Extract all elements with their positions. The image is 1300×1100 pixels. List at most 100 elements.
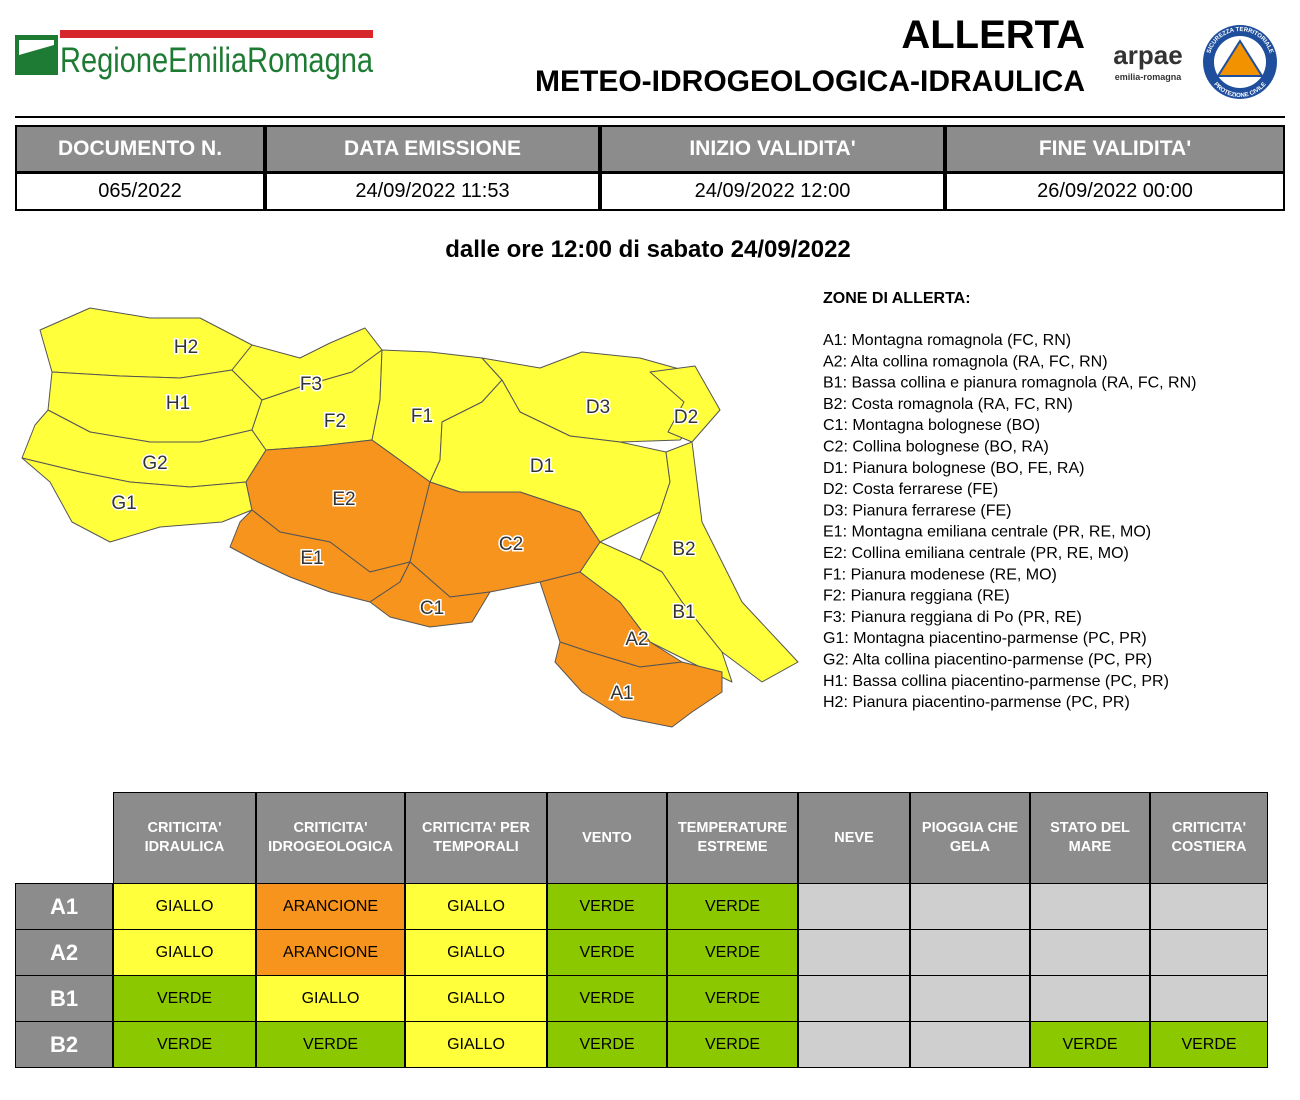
alert-cell: GIALLO bbox=[405, 975, 547, 1022]
info-header: INIZIO VALIDITA' bbox=[600, 125, 945, 173]
alert-cell bbox=[1150, 975, 1268, 1022]
row-header: A2 bbox=[15, 929, 113, 976]
table-header: CRITICITA' PER TEMPORALI bbox=[405, 792, 547, 884]
legend-item: E2: Collina emiliana centrale (PR, RE, M… bbox=[823, 545, 1129, 562]
map-zone-label: A2 bbox=[625, 629, 648, 650]
alert-cell: VERDE bbox=[667, 975, 798, 1022]
legend-item: A1: Montagna romagnola (FC, RN) bbox=[823, 332, 1071, 349]
alert-cell: VERDE bbox=[667, 1021, 798, 1068]
seal-triangle bbox=[1216, 39, 1264, 77]
legend-item: G1: Montagna piacentino-parmense (PC, PR… bbox=[823, 630, 1147, 647]
info-value: 065/2022 bbox=[15, 172, 265, 211]
legend-item: H1: Bassa collina piacentino-parmense (P… bbox=[823, 673, 1169, 690]
alert-cell: GIALLO bbox=[405, 1021, 547, 1068]
table-header: NEVE bbox=[798, 792, 910, 884]
row-header: A1 bbox=[15, 883, 113, 930]
alert-cell: GIALLO bbox=[256, 975, 405, 1022]
legend-item: D3: Pianura ferrarese (FE) bbox=[823, 502, 1012, 519]
legend-item: D1: Pianura bolognese (BO, FE, RA) bbox=[823, 460, 1084, 477]
subheading: dalle ore 12:00 di sabato 24/09/2022 bbox=[445, 236, 851, 263]
alert-cell bbox=[1030, 975, 1150, 1022]
legend-item: B1: Bassa collina e pianura romagnola (R… bbox=[823, 375, 1197, 392]
alert-cell: VERDE bbox=[667, 883, 798, 930]
info-value: 24/09/2022 12:00 bbox=[600, 172, 945, 211]
arpae-sub: emilia-romagna bbox=[1115, 72, 1183, 82]
map-zone-label: F2 bbox=[324, 411, 346, 432]
map-zone-label: C2 bbox=[499, 534, 523, 555]
alert-cell bbox=[910, 883, 1030, 930]
alert-cell bbox=[910, 975, 1030, 1022]
legend-item: C1: Montagna bolognese (BO) bbox=[823, 417, 1040, 434]
alert-cell: VERDE bbox=[547, 975, 667, 1022]
info-header: DOCUMENTO N. bbox=[15, 125, 265, 173]
logo-text: RegioneEmiliaRomagna bbox=[60, 41, 373, 80]
map-zone bbox=[39, 307, 253, 379]
map-zone bbox=[21, 457, 253, 543]
table-header: STATO DEL MARE bbox=[1030, 792, 1150, 884]
logo-bar bbox=[60, 30, 373, 38]
map-zone-label: A1 bbox=[610, 683, 633, 704]
map-zone-label: H2 bbox=[174, 337, 198, 358]
alert-cell bbox=[798, 1021, 910, 1068]
legend-item: B2: Costa romagnola (RA, FC, RN) bbox=[823, 396, 1073, 413]
map-zone bbox=[369, 561, 491, 628]
legend-item: F1: Pianura modenese (RE, MO) bbox=[823, 566, 1057, 583]
map-zone-label: C1 bbox=[420, 598, 444, 619]
legend-item: G2: Alta collina piacentino-parmense (PC… bbox=[823, 652, 1152, 669]
table-header: CRITICITA' COSTIERA bbox=[1150, 792, 1268, 884]
alert-cell bbox=[910, 1021, 1030, 1068]
map-zone-label: E1 bbox=[300, 548, 323, 569]
info-header: FINE VALIDITA' bbox=[945, 125, 1285, 173]
alert-cell: VERDE bbox=[547, 929, 667, 976]
alert-cell: VERDE bbox=[113, 1021, 256, 1068]
alert-cell: GIALLO bbox=[113, 929, 256, 976]
alert-cell: VERDE bbox=[547, 1021, 667, 1068]
info-value: 26/09/2022 00:00 bbox=[945, 172, 1285, 211]
info-value: 24/09/2022 11:53 bbox=[265, 172, 600, 211]
map-zone-label: F1 bbox=[411, 406, 433, 427]
alert-cell: ARANCIONE bbox=[256, 929, 405, 976]
map-zone-label: B2 bbox=[672, 539, 695, 560]
alert-cell: GIALLO bbox=[113, 883, 256, 930]
legend-item: E1: Montagna emiliana centrale (PR, RE, … bbox=[823, 524, 1151, 541]
alert-cell bbox=[1150, 883, 1268, 930]
legend-item: A2: Alta collina romagnola (RA, FC, RN) bbox=[823, 353, 1108, 370]
alert-cell: VERDE bbox=[256, 1021, 405, 1068]
logo-mark-fold bbox=[19, 45, 54, 70]
alert-cell: GIALLO bbox=[405, 883, 547, 930]
legend-item: F2: Pianura reggiana (RE) bbox=[823, 588, 1010, 605]
map-zone-label: F3 bbox=[300, 374, 322, 395]
alert-cell bbox=[910, 929, 1030, 976]
legend-item: F3: Pianura reggiana di Po (PR, RE) bbox=[823, 609, 1082, 626]
alert-cell bbox=[798, 883, 910, 930]
map-zone-label: D3 bbox=[586, 397, 610, 418]
alert-cell bbox=[798, 929, 910, 976]
alert-cell: VERDE bbox=[547, 883, 667, 930]
info-header: DATA EMISSIONE bbox=[265, 125, 600, 173]
legend-item: H2: Pianura piacentino-parmense (PC, PR) bbox=[823, 694, 1130, 711]
row-header: B2 bbox=[15, 1021, 113, 1068]
table-header: CRITICITA' IDRAULICA bbox=[113, 792, 256, 884]
row-header: B1 bbox=[15, 975, 113, 1022]
alert-cell: VERDE bbox=[113, 975, 256, 1022]
arpae-logo: arpae bbox=[1113, 40, 1182, 70]
map-zone-label: E2 bbox=[332, 489, 355, 510]
alert-cell bbox=[798, 975, 910, 1022]
map-zone bbox=[554, 641, 723, 728]
map-zone-label: G2 bbox=[142, 453, 167, 474]
map-zone-label: H1 bbox=[166, 393, 190, 414]
map-zone-label: G1 bbox=[111, 493, 136, 514]
table-header: PIOGGIA CHE GELA bbox=[910, 792, 1030, 884]
table-header: TEMPERATURE ESTREME bbox=[667, 792, 798, 884]
alert-cell: ARANCIONE bbox=[256, 883, 405, 930]
title: ALLERTA bbox=[901, 13, 1085, 57]
table-header: CRITICITA' IDROGEOLOGICA bbox=[256, 792, 405, 884]
map-zone-label: B1 bbox=[672, 602, 695, 623]
map-zone-label: D2 bbox=[674, 407, 698, 428]
map-zone-label: D1 bbox=[530, 456, 554, 477]
alert-cell: VERDE bbox=[1150, 1021, 1268, 1068]
alert-cell: VERDE bbox=[1030, 1021, 1150, 1068]
